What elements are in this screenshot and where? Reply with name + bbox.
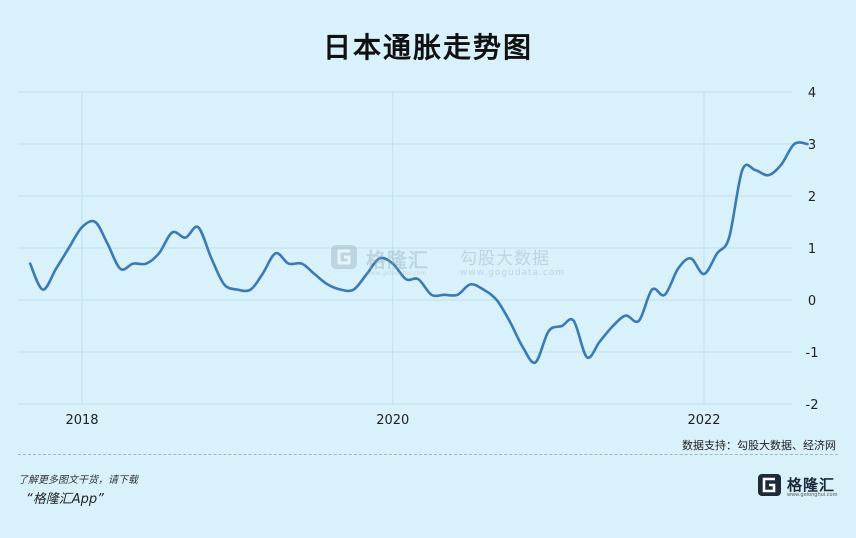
brand-logo-url: www.gelonghui.com [787,492,838,498]
brand-logo-text: 格隆汇 [787,476,836,494]
watermark-data-brand: 勾股大数据 [460,249,550,269]
watermark-data-url: www.gogudata.com [460,268,566,278]
brand-logo: 格隆汇 www.gelonghui.com [757,472,841,500]
y-tick-label: 1 [808,242,816,257]
y-tick-label: 3 [808,138,816,153]
promo-line-2: “格隆汇App” [26,492,104,507]
footer-divider [18,454,838,455]
y-tick-label: -1 [806,346,819,361]
watermark-logo-icon [331,245,357,269]
x-tick-label: 2020 [376,413,409,428]
watermark-brand: 格隆汇 [366,248,429,272]
y-tick-label: 4 [808,86,816,101]
series-line [28,141,809,365]
y-tick-label: 0 [808,294,816,309]
y-tick-label: -2 [806,398,819,413]
y-tick-label: 2 [808,190,816,205]
y-axis-ticks: 4 3 2 1 0 -1 -2 [806,86,819,413]
watermark: 格隆汇 www.gelonghui.com 勾股大数据 www.gogudata… [330,242,580,282]
line-chart: 4 3 2 1 0 -1 -2 2018 2020 2022 [18,86,819,428]
brand-logo-icon [758,474,781,496]
grid-lines [18,91,792,405]
x-tick-label: 2018 [65,413,98,428]
series-layer [28,141,809,365]
x-axis-ticks: 2018 2020 2022 [65,413,720,428]
chart-title: 日本通胀走势图 [322,31,533,64]
data-source: 数据支持：勾股大数据、经济网 [682,439,836,452]
x-tick-label: 2022 [687,413,720,428]
watermark-brand-url: www.gelonghui.com [366,270,427,277]
promo-line-1: 了解更多图文干货，请下载 [18,475,138,486]
